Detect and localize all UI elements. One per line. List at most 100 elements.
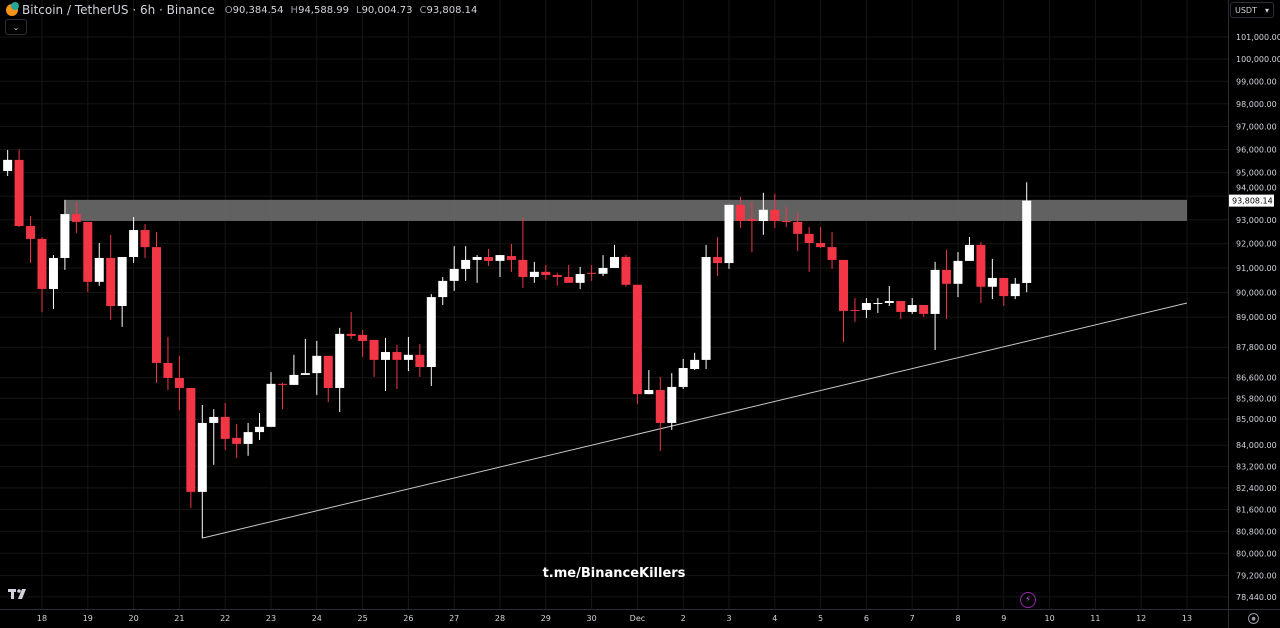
time-tick-label: 24 (312, 614, 322, 623)
price-tick-label: 94,000.00 (1236, 184, 1277, 193)
candle-body (930, 269, 940, 314)
time-tick-label: 5 (818, 614, 823, 623)
candle (587, 265, 597, 281)
candle-body (564, 276, 574, 283)
candle-body (942, 269, 952, 284)
candle-body (358, 334, 368, 341)
candle (964, 236, 974, 261)
candle (701, 244, 711, 370)
candle (1010, 277, 1020, 300)
candle (461, 246, 471, 281)
collapse-button[interactable]: ⌄ (5, 19, 27, 35)
resistance-zone[interactable] (64, 199, 1187, 221)
candles (3, 149, 1032, 539)
candle (621, 255, 631, 287)
candle-body (976, 244, 986, 287)
candle-body (816, 243, 826, 248)
candle (758, 192, 768, 235)
candle-body (552, 275, 562, 277)
candle (449, 246, 459, 291)
candle-body (621, 257, 631, 285)
candle-body (83, 221, 93, 282)
candle (277, 382, 287, 410)
high-label: H (290, 4, 299, 16)
candle-body (14, 159, 24, 226)
candle (14, 149, 24, 227)
candle (243, 422, 253, 456)
candle-body (529, 271, 539, 277)
time-tick-label: 26 (403, 614, 413, 623)
candle-body (289, 374, 299, 385)
candle (369, 339, 379, 377)
time-tick-label: 28 (495, 614, 505, 623)
candle (358, 329, 368, 357)
price-axis[interactable]: 101,000.00 100,000.00 99,000.00 98,000.00 97… (1236, 33, 1280, 602)
candle-body (575, 274, 585, 283)
candle-body (484, 257, 494, 261)
candle-body (758, 209, 768, 221)
candle-body (392, 352, 402, 360)
candle-body (403, 354, 413, 360)
candle (392, 344, 402, 389)
price-tick-label: 98,000.00 (1236, 100, 1277, 109)
candle-body (449, 268, 459, 281)
low-number: 90,004.73 (361, 4, 413, 16)
time-tick-label: 7 (910, 614, 915, 623)
candle (415, 343, 425, 377)
candle (541, 265, 551, 280)
candle-body (426, 297, 436, 367)
candle (781, 206, 791, 227)
candle (255, 413, 265, 440)
candle (655, 376, 665, 452)
candle (850, 298, 860, 322)
candle (884, 286, 894, 306)
candle (129, 216, 139, 263)
candle (220, 402, 230, 450)
candle-body (197, 422, 207, 492)
candle-body (873, 303, 883, 305)
candle-body (953, 260, 963, 284)
lightning-icon[interactable]: ⚡ (1020, 592, 1036, 608)
candle-body (713, 257, 723, 264)
candle-body (964, 244, 974, 261)
tradingview-logo[interactable] (8, 588, 30, 600)
candle (346, 311, 356, 339)
candle-body (1022, 200, 1032, 283)
candle-body (48, 257, 58, 289)
price-tick-label: 89,000.00 (1236, 313, 1277, 322)
time-tick-label: 21 (174, 614, 184, 623)
candle (953, 252, 963, 298)
time-tick-label: 23 (266, 614, 276, 623)
candle (552, 272, 562, 286)
time-tick-label: 10 (1045, 614, 1055, 623)
candle-body (655, 390, 665, 423)
candle (300, 338, 310, 375)
candle-body (781, 220, 791, 222)
candle-body (735, 204, 745, 221)
candle-body (415, 354, 425, 367)
time-axis[interactable]: 18 19 20 21 22 23 24 25 26 27 28 29 30 Dec 2 3 4 5 6 7 8 9 10 1… (37, 614, 1192, 623)
candle (839, 259, 848, 342)
zone-rect (64, 199, 1187, 221)
candle (518, 217, 528, 288)
symbol-title[interactable]: Bitcoin / TetherUS · 6h · Binance (22, 3, 215, 17)
candle-body (381, 352, 390, 360)
low-value: L90,004.73 (356, 5, 412, 16)
candle-body (461, 259, 471, 269)
symbol-header[interactable]: Bitcoin / TetherUS · 6h · Binance O90,38… (6, 2, 480, 17)
candle (678, 358, 688, 389)
candle-body (26, 225, 36, 239)
open-value: O90,384.54 (225, 5, 284, 16)
candle-body (71, 214, 81, 222)
candle (827, 231, 837, 269)
candle (690, 352, 700, 371)
currency-selector[interactable]: USDT ▾ (1230, 2, 1274, 18)
candle-body (106, 257, 116, 306)
candle-body (896, 301, 906, 312)
chevron-down-icon: ⌄ (12, 22, 20, 32)
trendline[interactable] (202, 302, 1188, 539)
candle (724, 204, 734, 269)
settings-icon[interactable]: ● (1248, 613, 1259, 624)
time-tick-label: 30 (587, 614, 597, 623)
